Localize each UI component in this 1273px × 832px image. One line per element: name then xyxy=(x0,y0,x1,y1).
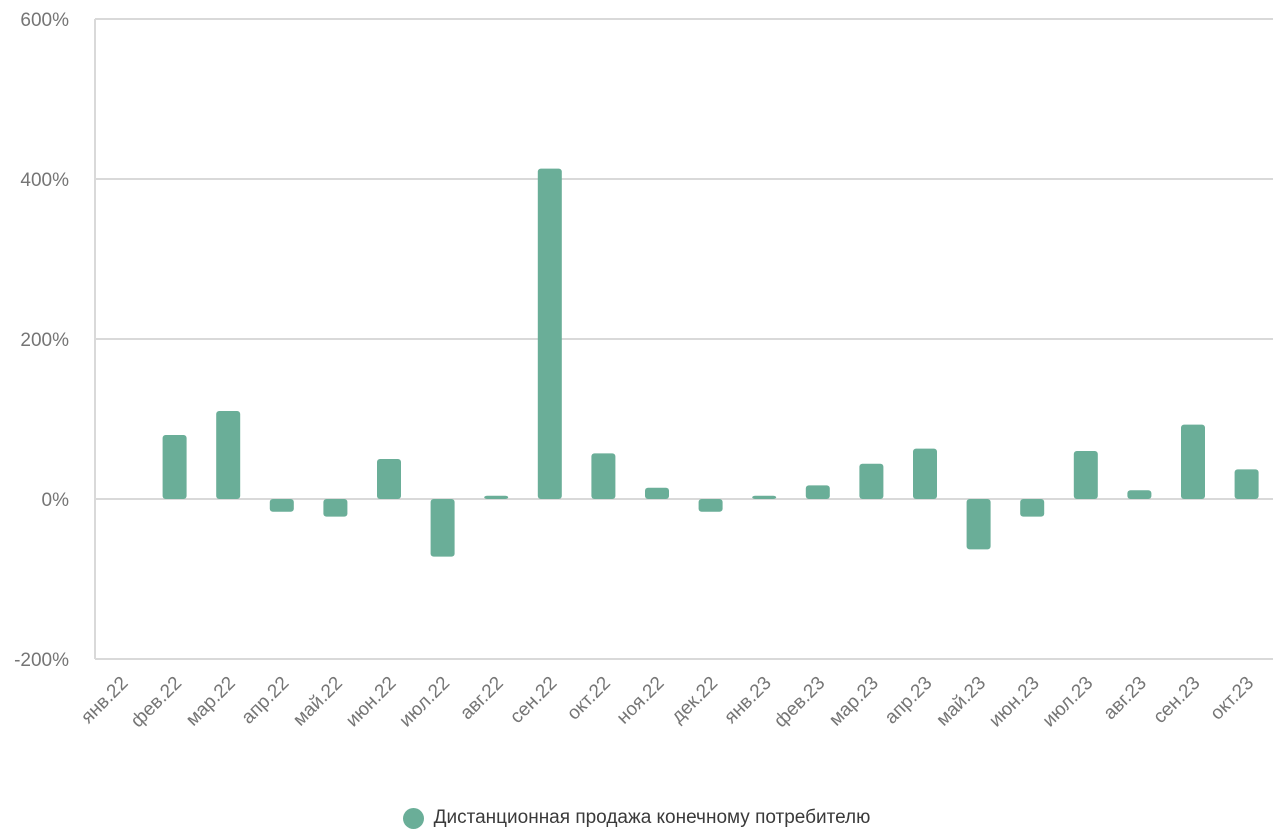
bar xyxy=(1073,451,1098,499)
bar xyxy=(162,435,187,499)
x-tick-label: сен.23 xyxy=(1149,673,1204,728)
bar xyxy=(859,463,884,499)
x-tick-label: май.23 xyxy=(932,673,990,731)
chart-plot: -200%0%200%400%600% янв.22фев.22мар.22ап… xyxy=(14,10,1273,732)
x-tick-label: июл.23 xyxy=(1039,673,1098,732)
x-tick-label: окт.22 xyxy=(563,673,615,725)
x-tick-label: авг.23 xyxy=(1100,673,1151,724)
y-tick-label: 400% xyxy=(20,170,69,191)
bar xyxy=(269,499,294,512)
bar xyxy=(323,499,348,517)
x-tick-label: янв.22 xyxy=(77,673,132,728)
y-tick-label: 0% xyxy=(42,490,70,511)
x-tick-label: июн.22 xyxy=(342,673,401,732)
bar xyxy=(377,459,401,499)
bar xyxy=(698,499,723,512)
gridlines xyxy=(95,18,1273,660)
y-tick-labels: -200% 0% 200% 400% 600% xyxy=(14,10,69,671)
legend-swatch xyxy=(402,807,424,829)
bar xyxy=(216,411,241,499)
bar xyxy=(1020,499,1045,517)
x-tick-label: июн.23 xyxy=(985,673,1044,732)
bar xyxy=(645,487,669,499)
x-tick-label: мар.22 xyxy=(182,673,240,731)
x-tick-label: сен.22 xyxy=(506,673,561,728)
x-tick-label: мар.23 xyxy=(825,673,883,731)
bar xyxy=(805,485,830,499)
legend: Дистанционная продажа конечному потребит… xyxy=(0,804,1273,832)
bar xyxy=(1181,424,1205,499)
y-tick-label: 600% xyxy=(20,10,69,31)
x-tick-label: апр.23 xyxy=(881,673,937,729)
x-tick-label: дек.22 xyxy=(667,673,722,728)
x-tick-labels: янв.22фев.22мар.22апр.22май.22июн.22июл.… xyxy=(77,673,1258,732)
x-tick-label: фев.22 xyxy=(127,673,186,732)
bar xyxy=(484,495,509,499)
bar xyxy=(1127,490,1152,499)
x-tick-label: янв.23 xyxy=(720,673,775,728)
bar xyxy=(913,448,937,499)
bar xyxy=(752,495,777,499)
bar xyxy=(966,499,991,550)
bar xyxy=(430,499,455,557)
x-tick-label: июл.22 xyxy=(395,673,454,732)
x-tick-label: авг.22 xyxy=(456,673,507,724)
y-tick-label: 200% xyxy=(20,330,69,351)
x-tick-label: фев.23 xyxy=(770,673,829,732)
legend-label: Дистанционная продажа конечному потребит… xyxy=(433,807,871,828)
bar xyxy=(1234,469,1259,499)
y-tick-label: -200% xyxy=(14,650,69,671)
bars xyxy=(162,168,1259,557)
x-tick-label: ноя.22 xyxy=(613,673,669,729)
bar xyxy=(591,453,616,499)
bar xyxy=(537,168,562,499)
x-tick-label: май.22 xyxy=(289,673,347,731)
x-tick-label: апр.22 xyxy=(238,673,294,729)
x-tick-label: окт.23 xyxy=(1206,673,1258,725)
